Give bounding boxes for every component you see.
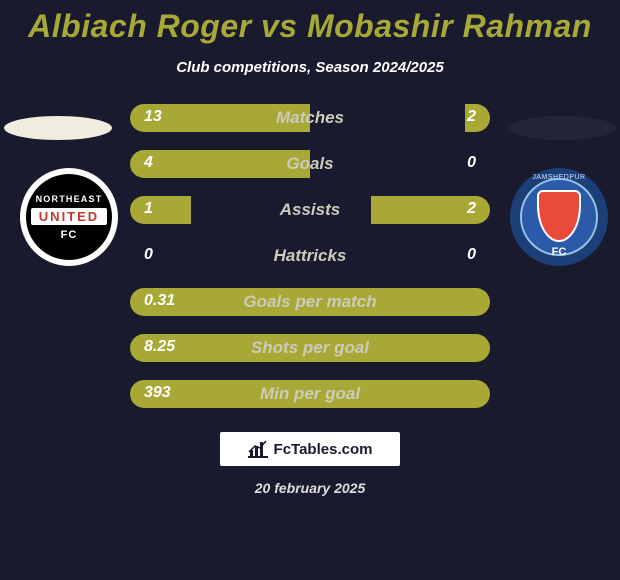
stat-label: Assists bbox=[130, 200, 490, 220]
stat-row: 393Min per goal bbox=[130, 380, 490, 408]
team-crest-left: NORTHEAST UNITED FC bbox=[20, 168, 118, 266]
player-shadow-right bbox=[508, 116, 616, 140]
stat-row: 0.31Goals per match bbox=[130, 288, 490, 316]
stat-row: 1Assists2 bbox=[130, 196, 490, 224]
crest-left-fc: FC bbox=[61, 229, 78, 241]
date-text: 20 february 2025 bbox=[0, 480, 620, 496]
stat-label: Min per goal bbox=[130, 384, 490, 404]
branding-badge: FcTables.com bbox=[220, 432, 400, 466]
stat-row: 13Matches2 bbox=[130, 104, 490, 132]
stat-label: Matches bbox=[130, 108, 490, 128]
stat-row: 0Hattricks0 bbox=[130, 242, 490, 270]
stat-value-right: 0 bbox=[467, 246, 476, 264]
stat-label: Goals bbox=[130, 154, 490, 174]
stat-label: Hattricks bbox=[130, 246, 490, 266]
stat-rows: 13Matches24Goals01Assists20Hattricks00.3… bbox=[130, 104, 490, 408]
branding-text: FcTables.com bbox=[274, 441, 373, 458]
comparison-panel: NORTHEAST UNITED FC JAMSHEDPUR FC 13Matc… bbox=[0, 104, 620, 496]
stat-label: Shots per goal bbox=[130, 338, 490, 358]
subtitle: Club competitions, Season 2024/2025 bbox=[0, 59, 620, 76]
chart-icon bbox=[248, 440, 268, 458]
crest-left-band: UNITED bbox=[31, 208, 107, 225]
crest-right-fc: FC bbox=[510, 246, 608, 258]
crest-left-top-text: NORTHEAST bbox=[36, 194, 103, 204]
stat-row: 8.25Shots per goal bbox=[130, 334, 490, 362]
stat-value-right: 0 bbox=[467, 154, 476, 172]
stat-row: 4Goals0 bbox=[130, 150, 490, 178]
stat-value-right: 2 bbox=[467, 108, 476, 126]
stat-value-right: 2 bbox=[467, 200, 476, 218]
stat-label: Goals per match bbox=[130, 292, 490, 312]
player-shadow-left bbox=[4, 116, 112, 140]
team-crest-right: JAMSHEDPUR FC bbox=[510, 168, 608, 266]
page-title: Albiach Roger vs Mobashir Rahman bbox=[0, 0, 620, 45]
